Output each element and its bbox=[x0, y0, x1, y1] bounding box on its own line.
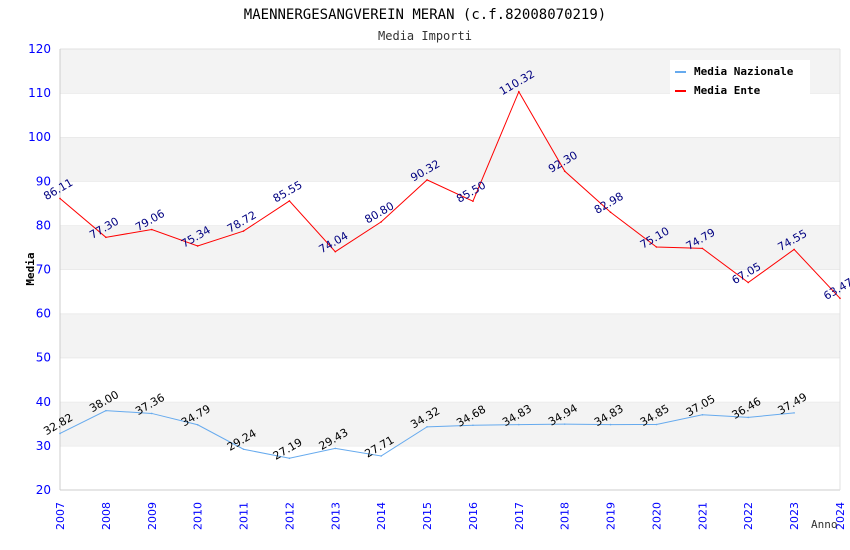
x-tick-label: 2010 bbox=[192, 502, 205, 530]
chart-subtitle: Media Importi bbox=[378, 29, 472, 43]
data-point bbox=[701, 414, 704, 416]
data-point bbox=[59, 197, 61, 200]
y-tick-label: 20 bbox=[36, 483, 51, 497]
y-tick-label: 60 bbox=[36, 307, 51, 321]
data-point bbox=[472, 200, 474, 202]
data-point bbox=[472, 424, 474, 427]
data-point bbox=[288, 457, 291, 460]
series-line-ente bbox=[59, 90, 841, 299]
grid-band bbox=[60, 137, 840, 182]
data-point bbox=[655, 423, 658, 426]
data-point bbox=[242, 448, 245, 451]
legend-label-ente: Media Ente bbox=[694, 84, 761, 97]
x-tick-label: 2011 bbox=[238, 502, 251, 530]
x-tick-label: 2022 bbox=[742, 502, 755, 530]
y-axis-label: Media bbox=[24, 252, 37, 285]
data-point bbox=[59, 432, 61, 435]
data-point bbox=[196, 423, 199, 426]
data-point bbox=[150, 228, 153, 231]
y-tick-label: 120 bbox=[28, 42, 51, 56]
grid-band bbox=[60, 181, 840, 226]
data-point bbox=[150, 412, 153, 415]
x-tick-label: 2012 bbox=[283, 502, 296, 530]
y-tick-label: 40 bbox=[36, 395, 51, 409]
x-tick-label: 2008 bbox=[100, 502, 113, 530]
data-point bbox=[793, 248, 795, 251]
data-point bbox=[334, 447, 337, 450]
chart-title: MAENNERGESANGVEREIN MERAN (c.f.820080702… bbox=[244, 7, 606, 23]
legend-label-nazionale: Media Nazionale bbox=[694, 65, 794, 78]
x-tick-label: 2007 bbox=[54, 502, 67, 530]
x-tick-label: 2009 bbox=[146, 502, 159, 530]
data-point bbox=[380, 221, 382, 223]
x-tick-label: 2021 bbox=[696, 502, 709, 530]
x-tick-label: 2014 bbox=[375, 502, 388, 530]
grid-band bbox=[60, 357, 840, 402]
legend: Media Nazionale Media Ente bbox=[670, 60, 810, 97]
data-point bbox=[105, 409, 107, 412]
data-point bbox=[701, 247, 704, 250]
grid-band bbox=[60, 269, 840, 314]
data-point bbox=[839, 297, 841, 300]
x-tick-label: 2016 bbox=[467, 502, 480, 530]
x-tick-label: 2017 bbox=[513, 502, 526, 530]
grid-band bbox=[60, 313, 840, 358]
grid-band bbox=[60, 401, 840, 446]
y-tick-label: 50 bbox=[36, 351, 51, 365]
data-point bbox=[196, 245, 199, 247]
y-tick-label: 30 bbox=[36, 439, 51, 453]
data-point bbox=[747, 281, 750, 284]
data-point bbox=[563, 170, 566, 172]
data-point bbox=[105, 236, 107, 239]
x-tick-label: 2019 bbox=[605, 502, 618, 530]
data-point bbox=[288, 200, 291, 202]
data-point bbox=[747, 416, 750, 419]
data-point bbox=[518, 90, 520, 93]
y-tick-label: 100 bbox=[28, 130, 51, 144]
x-tick-label: 2024 bbox=[834, 502, 847, 530]
grid-band bbox=[60, 445, 840, 490]
y-tick-label: 70 bbox=[36, 263, 51, 277]
data-point bbox=[793, 412, 795, 414]
data-point bbox=[334, 250, 337, 253]
y-tick-label: 110 bbox=[28, 86, 51, 100]
data-point bbox=[426, 179, 428, 181]
grid-band bbox=[60, 225, 840, 270]
grid-band bbox=[60, 93, 840, 138]
x-tick-label: 2013 bbox=[329, 502, 342, 530]
data-point bbox=[609, 423, 612, 426]
y-tick-label: 80 bbox=[36, 218, 51, 232]
x-tick-label: 2023 bbox=[788, 502, 801, 530]
x-tick-label: 2018 bbox=[559, 502, 572, 530]
data-point bbox=[563, 423, 566, 425]
data-point bbox=[655, 246, 658, 248]
x-tick-label: 2015 bbox=[421, 502, 434, 530]
data-point bbox=[426, 426, 428, 428]
data-point bbox=[518, 423, 520, 426]
y-tick-label: 90 bbox=[36, 174, 51, 188]
data-point bbox=[380, 455, 382, 457]
data-point bbox=[609, 211, 612, 214]
x-axis-label: Anno bbox=[811, 518, 838, 531]
data-point bbox=[242, 230, 245, 232]
x-tick-label: 2020 bbox=[650, 502, 663, 530]
